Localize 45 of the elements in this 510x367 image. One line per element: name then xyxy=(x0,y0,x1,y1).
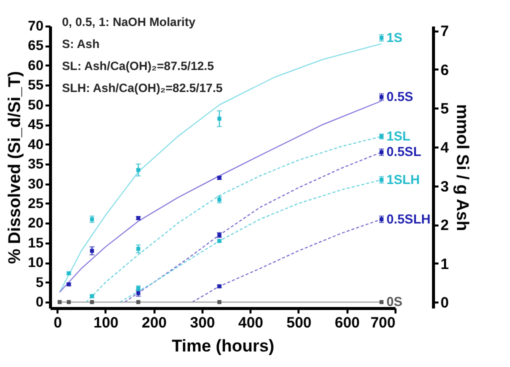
x-tick-label: 600 xyxy=(334,314,360,332)
x-axis-title: Time (hours) xyxy=(172,336,274,356)
y2-tick-label: 7 xyxy=(440,23,449,40)
y-tick-label: 60 xyxy=(28,56,44,73)
x-tick-label: 0 xyxy=(54,314,62,332)
x-tick-label: 200 xyxy=(142,314,167,332)
y-tick-label: 50 xyxy=(28,96,44,112)
series-label: 1S xyxy=(386,30,403,45)
y2-tick-label: 4 xyxy=(440,140,450,157)
y2-tick-label: 5 xyxy=(440,100,449,118)
y-tick-label: 45 xyxy=(28,116,44,132)
y-tick-label: 15 xyxy=(28,234,44,250)
series-label: 1SLH xyxy=(386,172,420,187)
y2-tick-label: 0 xyxy=(440,294,449,312)
x-tick-label: 100 xyxy=(93,314,119,332)
y-tick-label: 65 xyxy=(28,37,44,54)
x-tick-label: 500 xyxy=(286,314,312,332)
x-tick-label: 700 xyxy=(370,314,396,332)
y-axis-title: % Dissolved (Si_d/Si_T) xyxy=(4,71,24,264)
series-label: 1SL xyxy=(386,128,410,144)
y-tick-label: 40 xyxy=(28,136,44,152)
y-tick-label: 70 xyxy=(28,18,44,34)
y2-tick-label: 6 xyxy=(440,62,449,79)
series-label: 0.5SL xyxy=(386,144,422,160)
y2-tick-label: 1 xyxy=(440,256,449,273)
annotation: SLH: Ash/Ca(OH)₂=82.5/17.5 xyxy=(62,81,223,95)
x-tick-label: 300 xyxy=(190,314,216,332)
y-tick-label: 0 xyxy=(36,294,44,310)
y-tick-label: 55 xyxy=(28,76,44,93)
y-tick-label: 10 xyxy=(28,254,44,270)
series-label: 0.5SLH xyxy=(386,211,431,226)
x-tick-label: 400 xyxy=(238,314,264,332)
y2-tick-label: 3 xyxy=(440,178,449,196)
y-tick-label: 5 xyxy=(36,274,44,290)
annotation: 0, 0.5, 1: NaOH Molarity xyxy=(62,15,196,29)
annotation: SL: Ash/Ca(OH)₂=87.5/12.5 xyxy=(62,59,214,73)
y2-tick-label: 2 xyxy=(440,217,449,234)
y-tick-label: 35 xyxy=(28,156,44,172)
y-tick-label: 20 xyxy=(28,214,44,231)
series-label: 0S xyxy=(386,294,403,310)
y-tick-label: 30 xyxy=(28,175,44,192)
y-tick-label: 25 xyxy=(28,194,44,211)
annotation: S: Ash xyxy=(62,37,100,51)
series-label: 0.5S xyxy=(386,88,414,104)
y2-axis-title: mmol Si / g Ash xyxy=(452,104,472,231)
